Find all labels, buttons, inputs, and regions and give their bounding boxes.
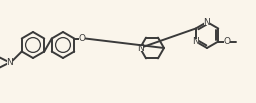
Text: N: N (6, 58, 13, 67)
Bar (7, 60, 12, 65)
Text: N: N (204, 18, 210, 26)
Bar (137, 46, 143, 50)
Text: N: N (192, 37, 199, 46)
Bar (204, 19, 210, 25)
Text: O: O (224, 37, 231, 46)
Text: N: N (137, 43, 143, 53)
Bar (79, 36, 85, 41)
Bar (193, 39, 199, 44)
Text: O: O (79, 34, 86, 43)
Bar (224, 39, 230, 44)
